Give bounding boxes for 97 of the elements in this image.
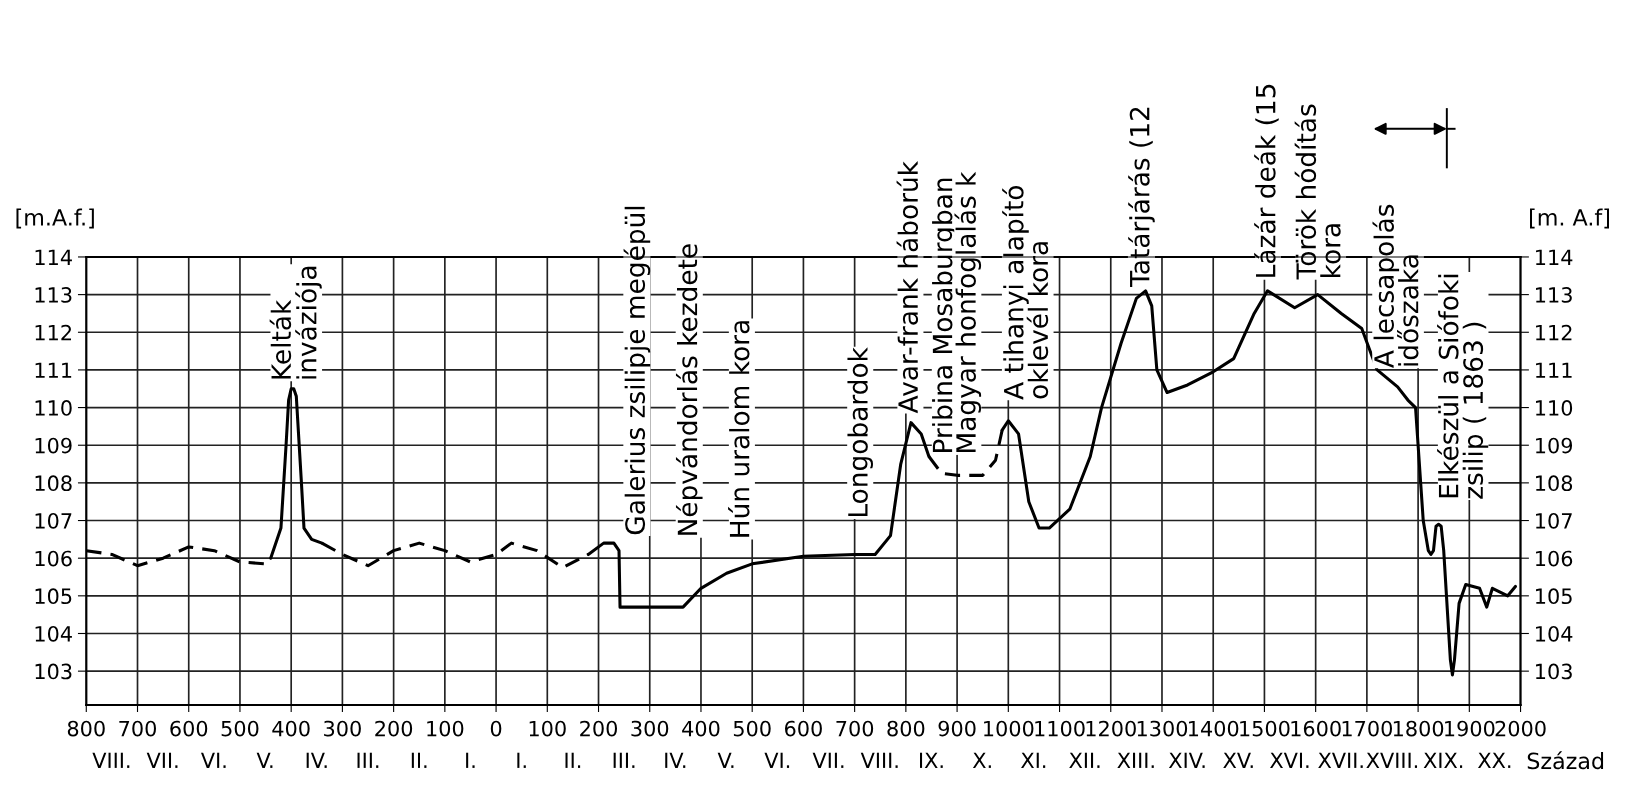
text: XI. [1021, 752, 1046, 768]
y-tick-label: 111 [35, 362, 72, 378]
x-tick-label: 1800 [1393, 720, 1444, 737]
x-tick-label: 1600 [1291, 720, 1341, 737]
text: XV. [1223, 752, 1253, 768]
x-tick-label: 1400 [1188, 720, 1239, 737]
text: X. [972, 752, 991, 768]
y-tick-label: 107 [35, 512, 72, 529]
y-tick-label: 114 [35, 249, 72, 265]
x-tick-label: 400 [272, 720, 310, 737]
x-tick-label: 0 [490, 720, 502, 737]
x-tick-label: 1500 [1240, 720, 1290, 737]
x-tick-label: 300 [631, 720, 669, 737]
x-tick-label: 1200 [1086, 720, 1136, 737]
y-tick-label: 108 [35, 475, 72, 492]
text: VIII. [860, 752, 898, 768]
x-tick-label: 700 [836, 720, 874, 737]
annotation: A lecsapolás időszaka [1372, 204, 1419, 368]
x-tick-label: 100 [427, 720, 464, 737]
x-tick-label: 800 [887, 720, 925, 737]
y-tick-label: 110 [35, 400, 72, 416]
y2-tick-label: 106 [1536, 550, 1573, 567]
text: V. [717, 752, 734, 768]
x-tick-label: 1300 [1137, 720, 1188, 737]
text: VI. [764, 752, 790, 768]
text: XVIII. [1366, 752, 1418, 768]
y2-tick-label: 103 [1536, 663, 1572, 680]
y-tick-label: 105 [35, 588, 72, 605]
y2-tick-label: 112 [1536, 324, 1572, 341]
text: XVII. [1318, 752, 1363, 768]
text: I. [517, 752, 526, 768]
x-tick-label: 800 [67, 720, 105, 737]
x-tick-label: 1700 [1342, 720, 1393, 737]
annotation: Magyar honfoglalás k [954, 171, 982, 452]
text: III. [613, 752, 635, 768]
y-axis-title: [m.A.f.] [16, 208, 94, 229]
annotation: Népvándorlás kezdete [675, 244, 703, 535]
annotation: Galerius zsilipje megépül [623, 206, 651, 535]
y2-tick-label: 109 [1536, 437, 1573, 454]
annotation: Avar-frank háborúk [896, 161, 919, 414]
y2-tick-label: 104 [1536, 625, 1573, 642]
annotation: A tihanyi alapító oklevél kora [1002, 186, 1049, 400]
text: XIII. [1117, 752, 1154, 768]
y-tick-label: 104 [35, 625, 72, 642]
x-tick-label: 1000 [984, 720, 1034, 737]
x-tick-label: 1100 [1035, 720, 1085, 737]
text: XIV. [1168, 752, 1205, 768]
text: II. [565, 752, 581, 768]
annotation: Elkészül a Siófoki zsilip ( 1863 ) [1437, 274, 1489, 499]
y2-tick-label: 111 [1536, 362, 1572, 378]
text: XX. [1477, 752, 1511, 768]
annotation: Kelták inváziója [269, 266, 322, 379]
y2-tick-label: 110 [1536, 400, 1573, 416]
y-tick-label: 103 [35, 663, 72, 680]
x-tick-label: 2000 [1495, 720, 1546, 737]
annotation: Tatárjárás (12 [1128, 107, 1155, 288]
text: XIX. [1423, 752, 1463, 768]
x-tick-label: 600 [784, 720, 822, 737]
y-tick-label: 113 [35, 287, 72, 303]
text: VIII. [92, 752, 130, 768]
x-tick-label: 900 [938, 720, 976, 737]
text: XVI. [1270, 752, 1309, 768]
text: Század [1527, 751, 1604, 770]
y-tick-label: 106 [35, 550, 72, 567]
x-tick-label: 700 [119, 720, 157, 737]
text: V. [256, 752, 273, 768]
x-tick-label: 500 [733, 720, 771, 737]
y-tick-label: 109 [35, 437, 72, 454]
annotation: Hún uralom kora [728, 321, 750, 537]
text: VII. [146, 752, 178, 768]
y2-tick-label: 105 [1536, 588, 1572, 605]
text: XII. [1069, 752, 1100, 768]
text: II. [411, 752, 427, 768]
annotation: Longobardok [847, 347, 873, 517]
x-tick-label: 200 [375, 720, 413, 737]
y2-tick-label: 114 [1536, 249, 1573, 265]
y2-tick-label: 113 [1536, 287, 1572, 303]
x-tick-label: 400 [682, 720, 720, 737]
y-tick-label: 112 [35, 324, 71, 341]
text: IV. [306, 752, 327, 768]
x-tick-label: 200 [580, 720, 618, 737]
text: IX. [920, 752, 943, 768]
text: I. [466, 752, 475, 768]
annotation: Lázár deák (15 [1254, 84, 1279, 277]
text: VII. [812, 752, 844, 768]
x-tick-label: 600 [170, 720, 208, 737]
x-tick-label: 500 [221, 720, 259, 737]
y2-axis-title: [m. A.f] [1530, 208, 1610, 229]
x-tick-label: 100 [529, 720, 566, 737]
x-tick-label: 300 [324, 720, 361, 737]
annotation: Török hódítás kora [1294, 104, 1341, 280]
text: IV. [665, 752, 686, 768]
x-tick-label: 1900 [1445, 720, 1495, 737]
text: VI. [201, 752, 226, 768]
y2-tick-label: 107 [1536, 512, 1572, 529]
text: III. [357, 752, 379, 768]
y2-tick-label: 108 [1536, 475, 1573, 492]
